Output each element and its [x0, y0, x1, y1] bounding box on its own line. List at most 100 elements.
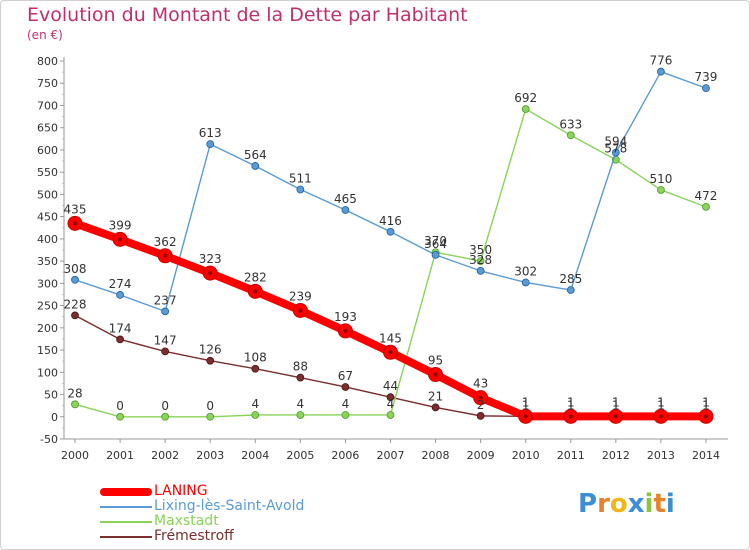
data-point: [611, 148, 620, 157]
data-point: [386, 227, 395, 236]
data-point: [657, 67, 665, 76]
data-point: [116, 335, 124, 344]
data-label: 1: [522, 398, 530, 412]
data-label: 282: [244, 270, 267, 284]
data-label: 308: [64, 262, 87, 276]
data-label: 145: [379, 331, 402, 345]
data-label: 193: [334, 310, 357, 324]
data-point: [161, 307, 170, 316]
data-label: 323: [199, 252, 222, 266]
data-point-center: [703, 414, 708, 419]
x-tick-label: 2008: [422, 449, 450, 462]
legend-label: Maxstadt: [154, 513, 219, 529]
data-label: 239: [289, 289, 312, 303]
data-point: [116, 291, 124, 299]
data-point: [566, 286, 575, 294]
y-tick-label: 450: [37, 211, 58, 224]
y-tick-label: 50: [44, 389, 58, 402]
x-tick-label: 2010: [512, 449, 540, 462]
x-tick-label: 2003: [196, 449, 224, 462]
data-label: 4: [387, 397, 395, 411]
legend: LANING Lixing-lès-Saint-Avold Maxstadt Frém…: [100, 484, 304, 544]
x-tick-label: 2005: [286, 449, 314, 462]
y-tick-label: 100: [37, 366, 58, 379]
data-point: [206, 140, 215, 149]
data-point: [566, 131, 575, 140]
legend-item: Lixing-lès-Saint-Avold: [100, 499, 304, 514]
data-point: [476, 257, 485, 266]
data-label: 147: [154, 333, 177, 347]
data-label: 228: [64, 297, 87, 311]
data-point-center: [73, 221, 77, 226]
data-point: [296, 373, 305, 382]
data-label: 4: [251, 397, 259, 411]
data-label: 0: [116, 399, 124, 413]
data-point-center: [478, 395, 483, 400]
data-point: [341, 206, 350, 214]
data-label: 1: [702, 398, 710, 412]
data-point: [161, 412, 170, 421]
data-point-center: [118, 237, 123, 242]
data-point-center: [433, 372, 438, 377]
data-point-center: [163, 253, 168, 258]
data-label: 1: [657, 395, 665, 409]
y-tick-label: 400: [37, 233, 58, 246]
data-label: 435: [64, 202, 87, 216]
x-tick-label: 2006: [331, 449, 359, 462]
y-tick-label: 500: [37, 188, 58, 201]
x-tick-label: 2007: [376, 449, 404, 462]
y-tick-label: 150: [37, 344, 58, 357]
data-label: 95: [428, 354, 443, 368]
data-label: 510: [649, 172, 672, 186]
y-tick-label: 700: [37, 99, 58, 112]
data-label: 88: [293, 360, 308, 374]
legend-swatch: [100, 505, 152, 508]
data-label: 67: [338, 369, 353, 383]
legend-label: Frémestroff: [154, 528, 234, 544]
y-tick-label: 800: [37, 55, 58, 68]
y-tick-label: -50: [40, 433, 58, 446]
data-point: [296, 411, 305, 419]
data-point: [71, 311, 79, 320]
x-tick-label: 2004: [241, 449, 269, 462]
legend-label: Lixing-lès-Saint-Avold: [154, 498, 305, 514]
data-point: [431, 250, 440, 259]
data-label: 126: [199, 343, 222, 357]
data-point: [702, 202, 710, 211]
data-point: [521, 278, 530, 287]
data-label: 302: [514, 264, 537, 278]
x-tick-label: 2001: [106, 449, 134, 462]
legend-item: Frémestroff: [100, 529, 304, 544]
y-tick-label: 250: [37, 300, 58, 313]
data-point: [206, 356, 215, 365]
data-point-center: [253, 289, 258, 294]
y-tick-label: 750: [37, 77, 58, 90]
unit-label: (en €): [27, 28, 63, 42]
data-label: 1: [702, 395, 710, 409]
data-label: 1: [612, 398, 620, 412]
data-label: 28: [67, 386, 82, 400]
data-point-center: [298, 308, 303, 313]
data-label: 362: [154, 235, 177, 249]
data-label: 364: [424, 237, 447, 251]
data-point: [251, 364, 260, 373]
brand-letter: i: [644, 489, 654, 519]
data-point: [386, 411, 395, 419]
brand-letter: o: [609, 489, 628, 519]
data-point: [71, 275, 79, 284]
brand-letter: t: [653, 489, 666, 519]
data-point-center: [613, 414, 618, 419]
brand-letter: i: [665, 489, 675, 519]
data-label: 399: [109, 218, 132, 232]
data-label: 274: [109, 277, 132, 291]
data-label: 108: [244, 351, 267, 365]
data-point: [161, 347, 170, 356]
legend-swatch: [100, 487, 152, 496]
data-point: [206, 412, 215, 421]
y-tick-label: 600: [37, 144, 58, 157]
data-label: 1: [567, 398, 575, 412]
y-tick-label: 350: [37, 255, 58, 268]
data-point: [71, 400, 79, 409]
x-tick-label: 2011: [557, 449, 585, 462]
